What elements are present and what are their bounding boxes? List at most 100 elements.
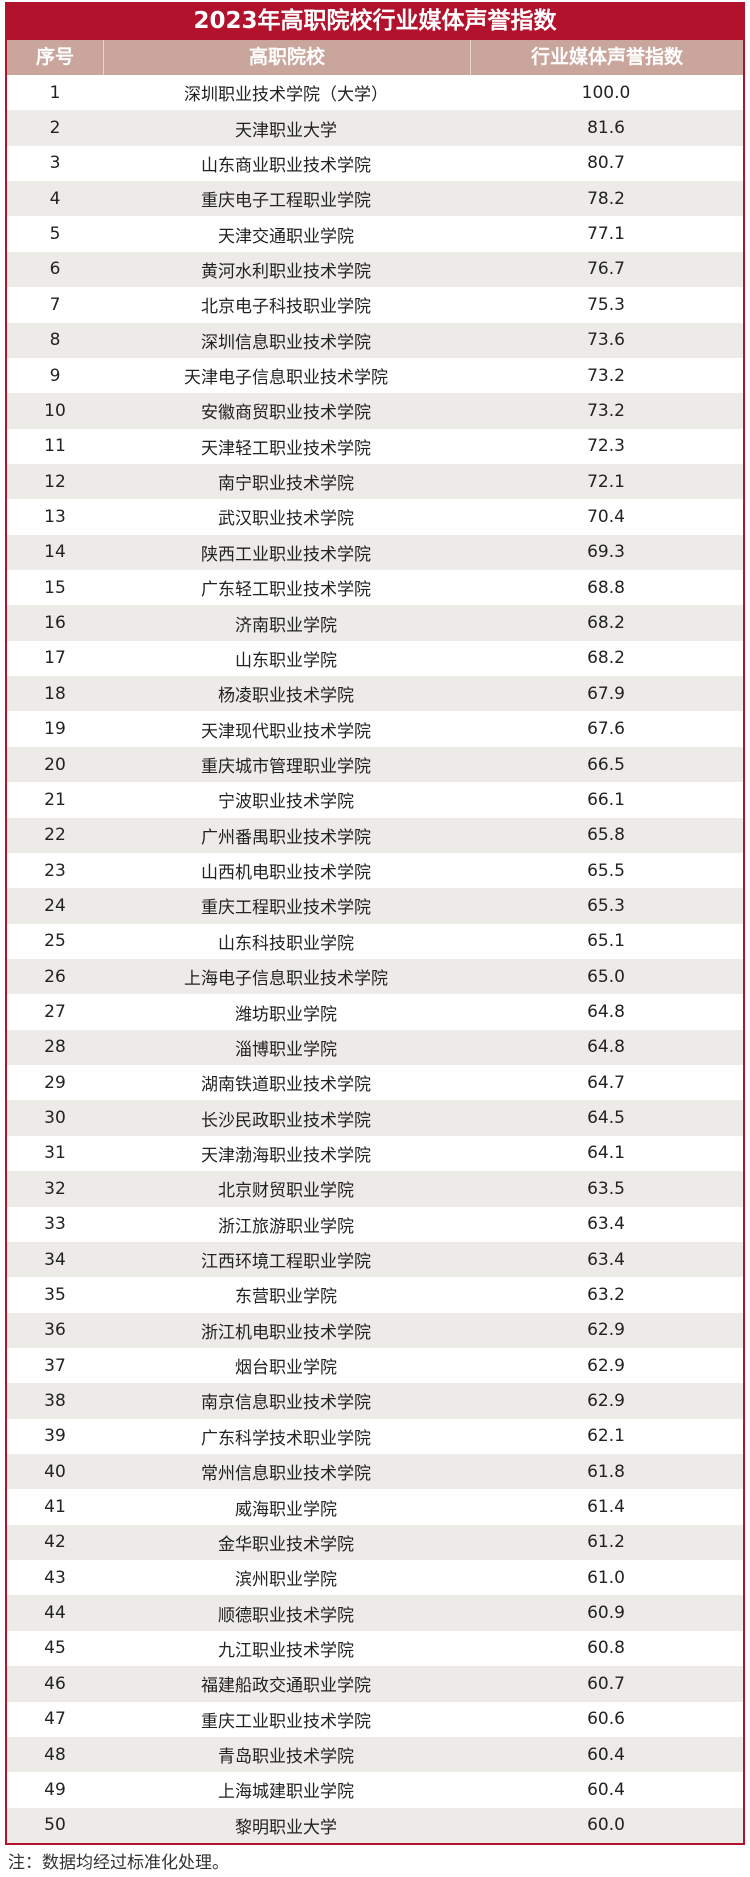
rank-cell: 37 <box>44 1355 66 1376</box>
index-cell: 73.6 <box>587 330 625 351</box>
index-cell: 66.5 <box>587 754 625 775</box>
table-row: 45 九江职业技术学院 60.8 <box>7 1631 743 1666</box>
rank-cell: 9 <box>49 365 61 386</box>
table-row: 19 天津现代职业技术学院 67.6 <box>7 711 743 746</box>
table-row: 16 济南职业学院 68.2 <box>7 605 743 641</box>
index-cell: 60.7 <box>587 1673 625 1694</box>
school-cell: 陕西工业职业技术学院 <box>201 544 371 565</box>
table-row: 9 天津电子信息职业技术学院 73.2 <box>7 358 743 393</box>
school-cell: 广东轻工职业技术学院 <box>201 580 371 601</box>
table-row: 27 潍坊职业学院 64.8 <box>7 994 743 1029</box>
index-cell: 78.2 <box>587 188 625 209</box>
rank-cell: 40 <box>44 1461 66 1482</box>
index-cell: 67.9 <box>587 683 625 704</box>
rank-cell: 5 <box>49 224 61 245</box>
school-cell: 山东科技职业学院 <box>218 933 354 954</box>
table-row: 46 福建船政交通职业学院 60.7 <box>7 1666 743 1702</box>
table-row: 47 重庆工业职业技术学院 60.6 <box>7 1702 743 1737</box>
header-row: 序号 高职院校 行业媒体声誉指数 <box>7 40 743 75</box>
rank-cell: 6 <box>49 259 61 280</box>
footnote: 注：数据均经过标准化处理。 <box>8 1853 229 1873</box>
school-cell: 滨州职业学院 <box>235 1570 337 1591</box>
rank-cell: 24 <box>44 895 66 916</box>
index-cell: 61.2 <box>587 1532 625 1553</box>
school-cell: 九江职业技术学院 <box>218 1640 354 1661</box>
rank-cell: 36 <box>44 1320 66 1341</box>
table-row: 32 北京财贸职业学院 63.5 <box>7 1171 743 1207</box>
school-cell: 深圳职业技术学院（大学） <box>184 85 388 106</box>
index-cell: 63.4 <box>587 1214 625 1235</box>
rank-cell: 10 <box>44 400 66 421</box>
index-cell: 76.7 <box>587 259 625 280</box>
school-cell: 广东科学技术职业学院 <box>201 1428 371 1449</box>
index-cell: 77.1 <box>587 224 625 245</box>
table-row: 15 广东轻工职业技术学院 68.8 <box>7 570 743 605</box>
table-row: 39 广东科学技术职业学院 62.1 <box>7 1419 743 1454</box>
school-cell: 北京财贸职业学院 <box>218 1181 354 1202</box>
index-cell: 65.5 <box>587 860 625 881</box>
rank-cell: 23 <box>44 860 66 881</box>
rank-cell: 28 <box>44 1037 66 1058</box>
ranking-table: 2023年高职院校行业媒体声誉指数 序号 高职院校 行业媒体声誉指数 1 深圳职业… <box>5 2 745 1845</box>
index-cell: 60.4 <box>587 1744 625 1765</box>
school-cell: 烟台职业学院 <box>235 1358 337 1379</box>
rank-cell: 43 <box>44 1567 66 1588</box>
index-cell: 60.4 <box>587 1779 625 1800</box>
rank-cell: 46 <box>44 1673 66 1694</box>
index-cell: 73.2 <box>587 365 625 386</box>
rank-cell: 44 <box>44 1603 66 1624</box>
rank-cell: 49 <box>44 1779 66 1800</box>
index-cell: 62.9 <box>587 1320 625 1341</box>
school-cell: 山西机电职业技术学院 <box>201 863 371 884</box>
rank-cell: 4 <box>49 188 61 209</box>
school-cell: 重庆工程职业技术学院 <box>201 898 371 919</box>
rank-cell: 34 <box>44 1249 66 1270</box>
school-cell: 青岛职业技术学院 <box>218 1747 354 1768</box>
table-row: 28 淄博职业学院 64.8 <box>7 1029 743 1066</box>
rank-cell: 16 <box>44 613 66 634</box>
index-cell: 67.6 <box>587 719 625 740</box>
index-cell: 64.5 <box>587 1108 625 1129</box>
table-row: 44 顺德职业技术学院 60.9 <box>7 1595 743 1631</box>
rank-cell: 33 <box>44 1214 66 1235</box>
index-cell: 80.7 <box>587 153 625 174</box>
school-cell: 广州番禺职业技术学院 <box>201 827 371 848</box>
index-cell: 64.1 <box>587 1143 625 1164</box>
index-cell: 75.3 <box>587 294 625 315</box>
rank-cell: 42 <box>44 1532 66 1553</box>
school-cell: 浙江旅游职业学院 <box>218 1216 354 1237</box>
index-cell: 60.0 <box>587 1815 625 1836</box>
table-title: 2023年高职院校行业媒体声誉指数 <box>7 2 743 40</box>
school-cell: 济南职业学院 <box>235 615 337 636</box>
school-cell: 宁波职业技术学院 <box>218 792 354 813</box>
school-cell: 福建船政交通职业学院 <box>201 1676 371 1697</box>
school-cell: 南京信息职业技术学院 <box>201 1393 371 1414</box>
school-cell: 天津职业大学 <box>235 120 337 141</box>
rank-cell: 22 <box>44 825 66 846</box>
school-cell: 潍坊职业学院 <box>235 1004 337 1025</box>
rank-cell: 2 <box>49 118 61 139</box>
table-row: 30 长沙民政职业技术学院 64.5 <box>7 1100 743 1136</box>
rank-cell: 25 <box>44 931 66 952</box>
index-cell: 65.3 <box>587 895 625 916</box>
school-cell: 深圳信息职业技术学院 <box>201 332 371 353</box>
table-row: 11 天津轻工职业技术学院 72.3 <box>7 429 743 464</box>
rank-cell: 14 <box>44 542 66 563</box>
school-cell: 山东职业学院 <box>235 650 337 671</box>
index-cell: 65.1 <box>587 931 625 952</box>
table-row: 25 山东科技职业学院 65.1 <box>7 924 743 959</box>
table-row: 18 杨凌职业技术学院 67.9 <box>7 676 743 712</box>
rank-cell: 20 <box>44 754 66 775</box>
rank-cell: 12 <box>44 471 66 492</box>
table-row: 31 天津渤海职业技术学院 64.1 <box>7 1136 743 1171</box>
table-row: 41 威海职业学院 61.4 <box>7 1489 743 1524</box>
rank-cell: 45 <box>44 1638 66 1659</box>
index-cell: 70.4 <box>587 506 625 527</box>
rank-cell: 1 <box>49 82 61 103</box>
index-cell: 60.9 <box>587 1603 625 1624</box>
rank-cell: 29 <box>44 1072 66 1093</box>
table-row: 21 宁波职业技术学院 66.1 <box>7 782 743 817</box>
school-cell: 浙江机电职业技术学院 <box>201 1322 371 1343</box>
school-cell: 天津交通职业学院 <box>218 226 354 247</box>
table-row: 36 浙江机电职业技术学院 62.9 <box>7 1312 743 1348</box>
